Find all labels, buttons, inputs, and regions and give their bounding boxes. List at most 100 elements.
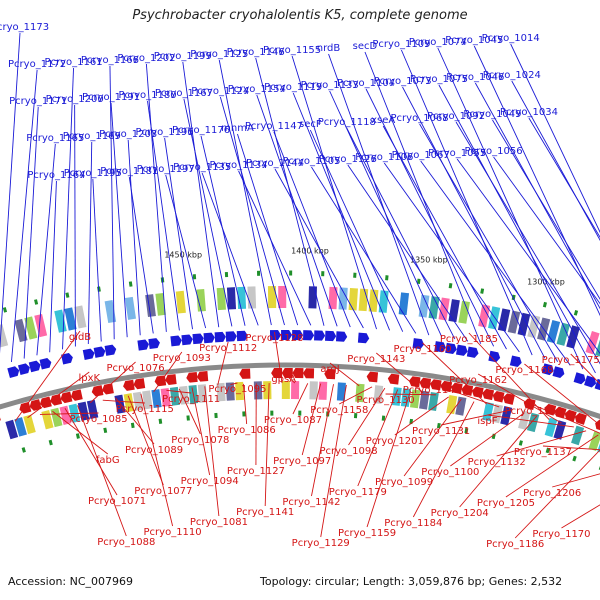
gene-label[interactable]: Pcryo_1159 [338, 528, 396, 539]
gene-label[interactable]: secD [353, 41, 378, 52]
gene-label[interactable]: Pcryo_1201 [366, 436, 424, 447]
gene-label[interactable]: Pcryo_1085 [69, 414, 127, 425]
gene-label[interactable]: Pcryo_1034 [500, 107, 558, 118]
gene-label[interactable]: Pcryo_1133 [301, 80, 359, 91]
gene-label[interactable]: Pcryo_1126 [319, 154, 377, 165]
gene-label[interactable]: Pcryo_1190 [136, 127, 194, 138]
gene-label[interactable]: Pcryo_1098 [319, 446, 377, 457]
gene-label[interactable]: Pcryo_1127 [227, 466, 285, 477]
gene-label[interactable]: Pcryo_1125 [190, 49, 248, 60]
gene-label[interactable]: Pcryo_1146 [227, 47, 285, 58]
gene-label[interactable]: Pcryo_1171 [9, 96, 67, 107]
gene-label[interactable]: Pcryo_1181 [100, 166, 158, 177]
gene-label[interactable]: gpsA [271, 374, 296, 385]
gene-label[interactable]: Pcryo_1076 [106, 363, 164, 374]
gene-label[interactable]: mnmA [221, 123, 254, 134]
gene-label[interactable]: ispF [477, 416, 497, 427]
gene-label[interactable]: Pcryo_1200 [46, 94, 104, 105]
gene-label[interactable]: Pcryo_1097 [273, 456, 331, 467]
gene-label[interactable]: Pcryo_1014 [482, 33, 540, 44]
gene-label[interactable]: Pcryo_1089 [125, 445, 183, 456]
gene-label[interactable]: Pcryo_1071 [88, 496, 146, 507]
gene-label[interactable]: Pcryo_1169 [63, 131, 121, 142]
gene-label[interactable]: Pcryo_1135 [173, 162, 231, 173]
gene-label[interactable]: Pcryo_1093 [153, 353, 211, 364]
gene-label[interactable]: Pcryo_1046 [446, 72, 504, 83]
gene-label[interactable]: Pcryo_1162 [449, 375, 507, 386]
gene-label[interactable]: Pcryo_1112 [199, 343, 257, 354]
gene-label[interactable]: Pcryo_1067 [392, 150, 450, 161]
gene-label[interactable]: Pcryo_1056 [465, 146, 523, 157]
gene-label[interactable]: Pcryo_1144 [246, 158, 304, 169]
gene-label[interactable]: Pcryo_1180 [118, 90, 176, 101]
gene-label[interactable]: Pcryo_1150 [505, 406, 563, 417]
gene-label[interactable]: Pcryo_1141 [236, 507, 294, 518]
gene-label[interactable]: Pcryo_1155 [263, 45, 321, 56]
gene-label[interactable]: Pcryo_1160 [394, 344, 452, 355]
gene-label[interactable]: Pcryo_1197 [137, 164, 195, 175]
gene-label[interactable]: Pcryo_1167 [155, 88, 213, 99]
gene-label[interactable]: Pcryo_1129 [292, 538, 350, 549]
gene-label[interactable]: Pcryo_1094 [181, 476, 239, 487]
gene-label[interactable]: Pcryo_1130 [356, 395, 414, 406]
gene-label[interactable]: Pcryo_1175 [542, 355, 600, 366]
gene-label[interactable]: Pcryo_1110 [144, 527, 202, 538]
gene-label[interactable]: Pcryo_1185 [440, 334, 498, 345]
gene-label[interactable]: Pcryo_1204 [431, 508, 489, 519]
gene-label[interactable]: Pcryo_1142 [282, 497, 340, 508]
gene-label[interactable]: Pcryo_1143 [347, 354, 405, 365]
gene-label[interactable]: lpxK [78, 373, 100, 384]
gene-label[interactable]: Pcryo_1176 [172, 125, 230, 136]
gene-label[interactable]: Pcryo_1100 [421, 467, 479, 478]
gene-label[interactable]: Pcryo_1128 [245, 333, 303, 344]
gene-label[interactable]: Pcryo_1147 [245, 121, 303, 132]
gene-label[interactable]: Pcryo_1154 [228, 84, 286, 95]
gene-label[interactable]: Pcryo_1132 [468, 457, 526, 468]
gene-label[interactable]: Pcryo_1186 [486, 539, 544, 550]
gene-label[interactable]: Pcryo_1165 [26, 133, 84, 144]
gene-label[interactable]: Pcryo_1088 [97, 537, 155, 548]
gene-label[interactable]: Pcryo_1168 [495, 365, 553, 376]
gene-label[interactable]: Pcryo_1206 [523, 488, 581, 499]
gene-label[interactable]: Pcryo_1092 [427, 111, 485, 122]
gene-label[interactable]: Pcryo_1202 [117, 53, 175, 64]
gene-label[interactable]: argJ [320, 364, 339, 375]
gene-label[interactable]: Pcryo_1055 [428, 148, 486, 159]
gene-label[interactable]: Pcryo_1199 [154, 51, 212, 62]
gene-label[interactable]: Pcryo_1087 [264, 415, 322, 426]
gene-label[interactable]: gidB [69, 332, 91, 343]
gene-label[interactable]: Pcryo_1137 [514, 447, 572, 458]
gene-label[interactable]: Pcryo_1170 [532, 529, 590, 540]
gene-label[interactable]: Pcryo_1184 [384, 518, 442, 529]
gene-label[interactable]: Pcryo_1173 [0, 22, 49, 33]
gene-label[interactable]: Pcryo_1131 [412, 426, 470, 437]
gene-label[interactable]: Pcryo_1104 [337, 78, 395, 89]
gene-label[interactable]: Pcryo_1086 [218, 425, 276, 436]
gene-label[interactable]: Pcryo_1075 [410, 74, 468, 85]
gene-label[interactable]: Pcryo_1205 [477, 498, 535, 509]
gene-label[interactable]: Pcryo_1049 [463, 109, 521, 120]
gene-label[interactable]: secF [299, 119, 322, 130]
gene-label[interactable]: Pcryo_1068 [391, 113, 449, 124]
gene-label[interactable]: Pcryo_1045 [445, 35, 503, 46]
gene-label[interactable]: fabG [96, 455, 120, 466]
gene-label[interactable]: Pcryo_1099 [375, 477, 433, 488]
gene-label[interactable]: Pcryo_1073 [373, 76, 431, 87]
gene-label[interactable]: Pcryo_1203 [99, 129, 157, 140]
gene-label[interactable]: Pcryo_1172 [8, 59, 66, 70]
gene-label[interactable]: Pcryo_1166 [81, 55, 139, 66]
gene-label[interactable]: Pcryo_1024 [483, 70, 541, 81]
gene-label[interactable]: Pcryo_1078 [171, 435, 229, 446]
gene-label[interactable]: Pcryo_1195 [64, 168, 122, 179]
gene-label[interactable]: Pcryo_1115 [116, 404, 174, 415]
gene-label[interactable]: Pcryo_1161 [44, 57, 102, 68]
gene-label[interactable]: Pcryo_1074 [409, 37, 467, 48]
gene-label[interactable]: Pcryo_1191 [82, 92, 140, 103]
gene-label[interactable]: Pcryo_1105 [282, 156, 340, 167]
gene-label[interactable]: Pcryo_1095 [208, 384, 266, 395]
gene-label[interactable]: Pcryo_1145 [403, 385, 461, 396]
gene-label[interactable]: xseA [371, 115, 395, 126]
gene-label[interactable]: nrdB [317, 43, 341, 54]
gene-label[interactable]: Pcryo_1118 [318, 117, 376, 128]
